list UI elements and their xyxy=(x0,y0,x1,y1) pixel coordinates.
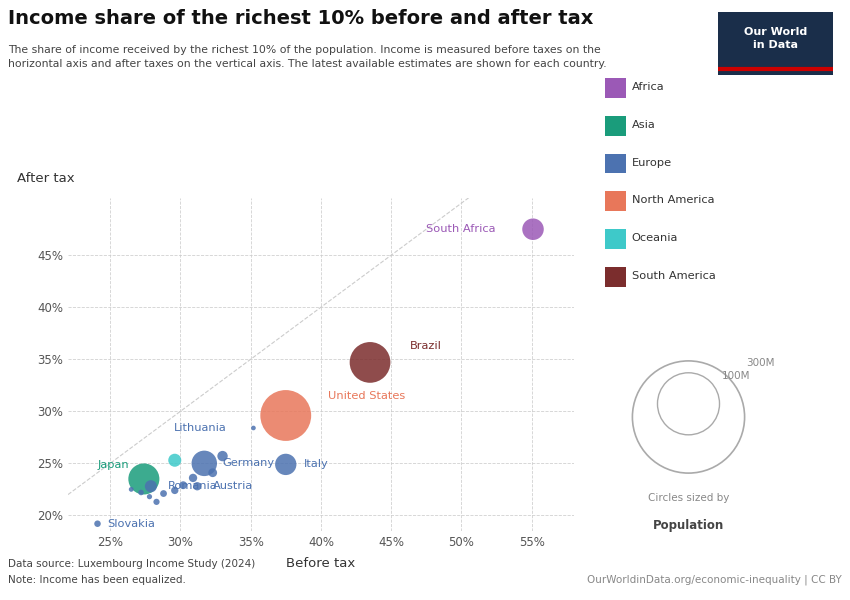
Text: Italy: Italy xyxy=(304,460,329,469)
Text: Circles sized by: Circles sized by xyxy=(648,493,729,503)
Point xyxy=(168,455,182,465)
Point xyxy=(206,468,219,478)
Point xyxy=(526,224,540,234)
Point xyxy=(216,451,230,461)
Text: Brazil: Brazil xyxy=(410,341,441,351)
Text: Note: Income has been equalized.: Note: Income has been equalized. xyxy=(8,575,186,585)
Text: OurWorldinData.org/economic-inequality | CC BY: OurWorldinData.org/economic-inequality |… xyxy=(586,575,842,586)
Point xyxy=(150,497,163,506)
Point xyxy=(246,423,260,433)
Point xyxy=(190,481,204,491)
Text: Germany: Germany xyxy=(223,458,275,469)
Text: Asia: Asia xyxy=(632,120,655,130)
Text: Africa: Africa xyxy=(632,82,664,92)
Text: Oceania: Oceania xyxy=(632,233,678,243)
Text: Romania: Romania xyxy=(167,481,218,491)
Point xyxy=(168,485,182,495)
Text: Lithuania: Lithuania xyxy=(174,423,227,433)
Text: South Africa: South Africa xyxy=(426,224,496,234)
Point xyxy=(124,485,138,494)
Text: Population: Population xyxy=(653,520,724,532)
Point xyxy=(144,481,158,491)
Text: 300M: 300M xyxy=(746,358,775,368)
Point xyxy=(143,492,156,502)
Text: United States: United States xyxy=(328,391,405,401)
Text: The share of income received by the richest 10% of the population. Income is mea: The share of income received by the rich… xyxy=(8,45,607,69)
Point xyxy=(363,358,377,367)
Text: North America: North America xyxy=(632,196,714,205)
Text: Europe: Europe xyxy=(632,158,672,167)
Point xyxy=(279,460,292,469)
Text: 100M: 100M xyxy=(722,371,750,381)
X-axis label: Before tax: Before tax xyxy=(286,557,355,570)
Point xyxy=(91,519,105,529)
Text: Income share of the richest 10% before and after tax: Income share of the richest 10% before a… xyxy=(8,9,594,28)
Point xyxy=(197,458,211,468)
Text: After tax: After tax xyxy=(17,172,75,185)
Text: Slovakia: Slovakia xyxy=(107,519,155,529)
Point xyxy=(186,473,200,483)
Point xyxy=(137,474,150,484)
Point xyxy=(279,410,292,420)
Text: South America: South America xyxy=(632,271,716,281)
Point xyxy=(134,488,148,497)
Point xyxy=(177,481,190,490)
Point xyxy=(156,489,170,499)
Text: Our World
in Data: Our World in Data xyxy=(744,27,808,50)
Text: Japan: Japan xyxy=(98,460,129,470)
Text: Data source: Luxembourg Income Study (2024): Data source: Luxembourg Income Study (20… xyxy=(8,559,256,569)
Text: Austria: Austria xyxy=(213,481,253,491)
